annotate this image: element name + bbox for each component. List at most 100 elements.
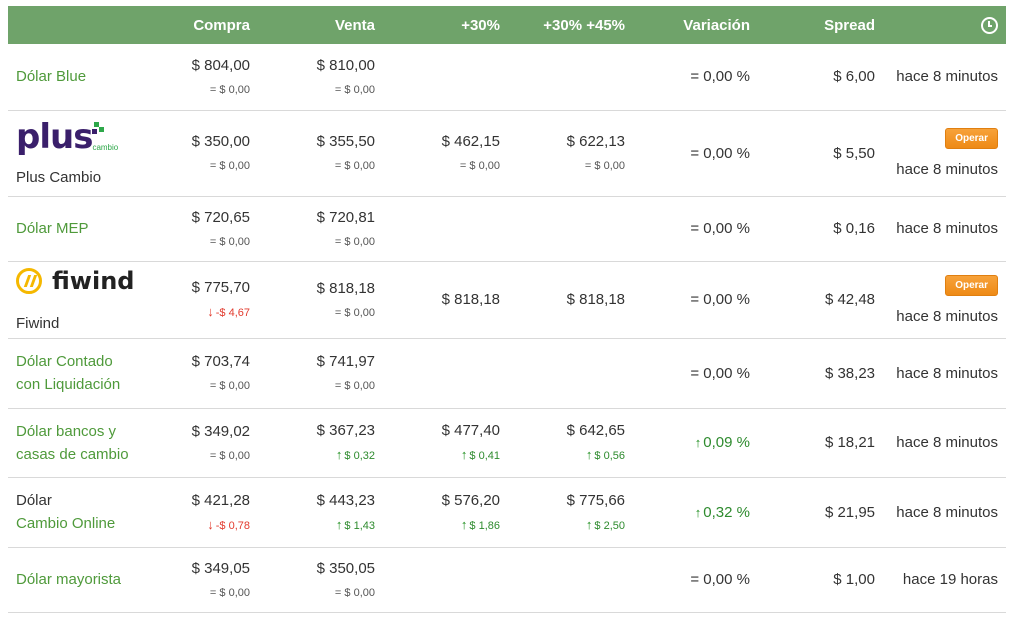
p30-45-cell: $ 622,13 = $ 0,00 — [508, 110, 633, 197]
venta-cell: $ 350,05 = $ 0,00 — [258, 547, 383, 613]
spread-cell: $ 18,21 — [758, 408, 883, 478]
venta-change: ↑ $ 1,43 — [266, 517, 375, 534]
compra-change: = $ 0,00 — [209, 235, 250, 248]
venta-change: = $ 0,00 — [334, 306, 375, 319]
arrow-up-icon: ↑ — [694, 504, 702, 520]
compra-value: $ 720,65 — [191, 208, 250, 226]
spread-cell: $ 21,95 — [758, 477, 883, 548]
update-time: hace 8 minutos — [896, 220, 998, 237]
dolar-ccl-link[interactable]: Dólar Contado con Liquidación — [16, 350, 168, 396]
spread-cell: $ 0,16 — [758, 196, 883, 262]
venta-change: = $ 0,00 — [334, 160, 375, 172]
time-cell: Operar hace 8 minutos — [883, 110, 1006, 197]
table-row: Dólar Contado con Liquidación $ 703,74 = $… — [8, 338, 1006, 409]
header-compra: Compra — [193, 16, 250, 34]
compra-change-value: -$ 4,67 — [215, 307, 250, 319]
header-name — [8, 6, 176, 44]
variacion-cell: ↑ 0,32 % — [633, 477, 758, 548]
table-header: Compra Venta +30% +30% +45% Variación Sp… — [8, 6, 1006, 44]
name-line-2: Cambio Online — [16, 515, 116, 532]
dolar-mep-link[interactable]: Dólar MEP — [16, 220, 89, 237]
venta-value: $ 350,05 — [316, 559, 375, 577]
arrow-up-icon: ↑ — [585, 516, 593, 532]
p30-value: $ 477,40 — [441, 422, 500, 439]
compra-value: $ 349,02 — [191, 422, 250, 440]
fiwind-logo[interactable]: fiwind — [16, 264, 168, 298]
p30-45-cell: $ 775,66 ↑ $ 2,50 — [508, 477, 633, 548]
arrow-up-icon: ↑ — [335, 516, 343, 532]
dolar-bancos-link[interactable]: Dólar bancos y casas de cambio — [16, 420, 168, 466]
spread-cell: $ 38,23 — [758, 338, 883, 409]
dolar-cambio-online-link[interactable]: Dólar Cambio Online — [16, 489, 168, 535]
compra-cell: $ 350,00 = $ 0,00 — [176, 110, 258, 197]
p30-45-value: $ 818,18 — [566, 291, 625, 308]
venta-cell: $ 355,50 = $ 0,00 — [258, 110, 383, 197]
p30-change: ↑ $ 0,41 — [391, 447, 500, 464]
venta-change-value: $ 0,32 — [344, 450, 375, 462]
dolar-blue-link[interactable]: Dólar Blue — [16, 68, 87, 86]
spread-value: $ 6,00 — [833, 68, 875, 86]
update-time: hace 8 minutos — [896, 68, 998, 86]
operar-button[interactable]: Operar — [945, 128, 998, 149]
p30-45-cell — [508, 338, 633, 409]
update-time: hace 8 minutos — [896, 364, 998, 382]
venta-change: = $ 0,00 — [334, 586, 375, 599]
p30-cell — [383, 547, 508, 613]
venta-cell: $ 741,97 = $ 0,00 — [258, 338, 383, 409]
row-name-cell: Dólar MEP — [8, 196, 176, 262]
quotes-table-container: Compra Venta +30% +30% +45% Variación Sp… — [8, 6, 1006, 613]
table-row: Dólar bancos y casas de cambio $ 349,02 = … — [8, 408, 1006, 478]
p30-cell — [383, 338, 508, 409]
variacion-cell: = 0,00 % — [633, 44, 758, 111]
p30-cell: $ 818,18 — [383, 261, 508, 339]
spread-value: $ 21,95 — [824, 503, 875, 521]
variacion-value: = 0,00 % — [690, 291, 750, 308]
name-line-2: casas de cambio — [16, 445, 129, 463]
variacion-cell: = 0,00 % — [633, 261, 758, 339]
p30-45-change: ↑ $ 2,50 — [516, 517, 625, 534]
variacion-value: 0,32 % — [703, 503, 750, 521]
time-cell: hace 8 minutos — [883, 44, 1006, 111]
arrow-up-icon: ↑ — [335, 447, 343, 462]
update-time: hace 8 minutos — [896, 434, 998, 451]
p30-45-value: $ 775,66 — [566, 491, 625, 509]
row-name-cell: fiwind Fiwind — [8, 261, 176, 339]
p30-change-value: $ 1,86 — [469, 519, 500, 532]
plus-cambio-logo[interactable]: plus cambio — [16, 118, 168, 154]
header-spread: Spread — [824, 16, 875, 34]
spread-value: $ 18,21 — [824, 434, 875, 451]
operar-button[interactable]: Operar — [945, 274, 998, 296]
plus-logo-mark: cambio — [92, 120, 128, 154]
fiwind-logo-mark — [16, 268, 42, 294]
time-cell: hace 8 minutos — [883, 477, 1006, 548]
compra-change: = $ 0,00 — [209, 449, 250, 462]
venta-cell: $ 367,23 ↑ $ 0,32 — [258, 408, 383, 478]
compra-value: $ 350,00 — [191, 133, 250, 150]
p30-45-change-value: $ 2,50 — [594, 519, 625, 532]
table-row: Dólar mayorista $ 349,05 = $ 0,00 $ 350,0… — [8, 547, 1006, 613]
row-name-cell: plus cambio Plus Cambio — [8, 110, 176, 197]
p30-cell: $ 462,15 = $ 0,00 — [383, 110, 508, 197]
compra-cell: $ 720,65 = $ 0,00 — [176, 196, 258, 262]
variacion-cell: = 0,00 % — [633, 110, 758, 197]
table-row: fiwind Fiwind $ 775,70 ↓ -$ 4,67 $ 818,18 =… — [8, 261, 1006, 339]
arrow-up-icon: ↑ — [460, 447, 468, 462]
compra-change: ↓ -$ 0,78 — [184, 517, 250, 534]
header-variacion: Variación — [683, 16, 750, 34]
header-time — [883, 6, 1006, 44]
variacion-value: = 0,00 % — [690, 68, 750, 86]
p30-change: ↑ $ 1,86 — [391, 517, 500, 534]
p30-45-cell: $ 818,18 — [508, 261, 633, 339]
venta-change: = $ 0,00 — [334, 380, 375, 392]
compra-cell: $ 421,28 ↓ -$ 0,78 — [176, 477, 258, 548]
name-line-1: Dólar — [16, 492, 52, 509]
p30-value: $ 818,18 — [441, 291, 500, 308]
row-name-cell: Dólar mayorista — [8, 547, 176, 613]
compra-change: = $ 0,00 — [209, 586, 250, 599]
dolar-mayorista-link[interactable]: Dólar mayorista — [16, 571, 122, 588]
venta-value: $ 810,00 — [316, 56, 375, 74]
variacion-cell: = 0,00 % — [633, 338, 758, 409]
venta-value: $ 367,23 — [316, 422, 375, 439]
spread-cell: $ 1,00 — [758, 547, 883, 613]
venta-cell: $ 443,23 ↑ $ 1,43 — [258, 477, 383, 548]
